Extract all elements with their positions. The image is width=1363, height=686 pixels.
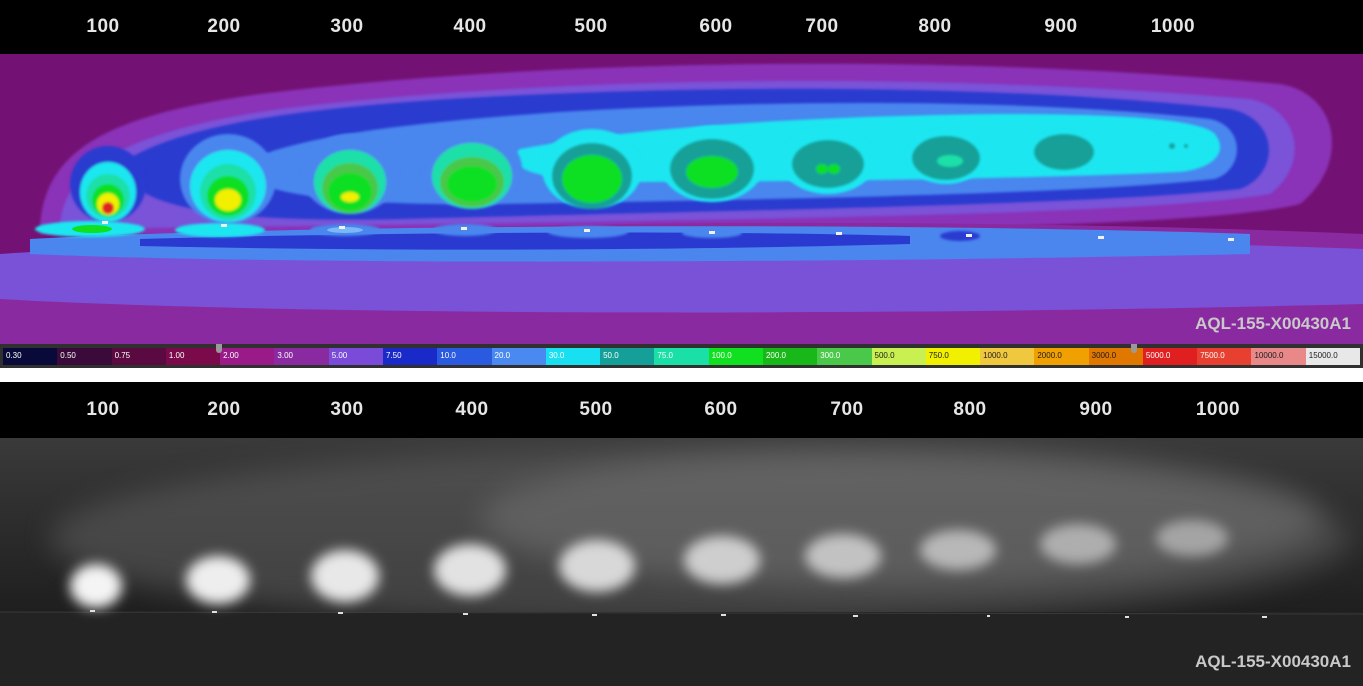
legend-swatch: 1.00 <box>165 348 221 365</box>
legend-value: 300.0 <box>820 351 841 360</box>
legend-value: 100.0 <box>711 351 732 360</box>
legend-value: 2.00 <box>223 351 239 360</box>
legend-value: 30.0 <box>548 351 565 360</box>
legend-swatch: 3.00 <box>274 348 329 365</box>
model-label: AQL-155-X00430A1 <box>1195 652 1351 671</box>
distance-label: 1000 <box>1150 16 1196 37</box>
legend-swatch: 2.00 <box>220 348 275 365</box>
distance-label: 1000 <box>1195 399 1241 420</box>
pool-300 <box>302 134 398 214</box>
distance-label: 100 <box>86 399 120 420</box>
distance-label: 200 <box>207 399 241 420</box>
legend-value: 200.0 <box>765 351 786 360</box>
legend-swatch: 20.0 <box>491 348 546 365</box>
distance-label: 600 <box>699 16 733 37</box>
illuminance-legend: 0.30 0.50 0.75 1.00 2.00 3.00 5.00 7.50 10.0 20.0… <box>0 344 1363 368</box>
legend-min-marker[interactable] <box>216 344 222 353</box>
legend-swatch: 100.0 <box>708 348 763 365</box>
legend-value: 1.00 <box>168 351 185 360</box>
distance-label: 300 <box>330 16 364 37</box>
distance-label: 700 <box>805 16 839 37</box>
distance-label: 400 <box>455 399 489 420</box>
distance-label: 700 <box>830 399 864 420</box>
legend-value: 7.50 <box>385 351 402 360</box>
legend-swatch: 5.00 <box>328 348 383 365</box>
distance-label: 900 <box>1079 399 1113 420</box>
legend-swatch: 50.0 <box>600 348 655 365</box>
distance-label: 800 <box>918 16 952 37</box>
legend-value: 10000.0 <box>1254 351 1284 360</box>
legend-value: 0.50 <box>60 351 76 360</box>
legend-value: 5000.0 <box>1145 351 1171 360</box>
legend-swatch: 0.75 <box>111 348 166 365</box>
grayscale-panel: 100 200 300 400 500 600 700 800 900 1000 <box>0 382 1363 686</box>
distance-label: 500 <box>574 16 608 37</box>
legend-value: 1000.0 <box>983 351 1008 360</box>
model-label: AQL-155-X00430A1 <box>1195 314 1351 333</box>
pool-400 <box>422 129 522 209</box>
legend-strip: 0.30 0.50 0.75 1.00 2.00 3.00 5.00 7.50 10.0 20.0… <box>3 348 1361 365</box>
distance-header-top: 100 200 300 400 500 600 700 800 900 1000 <box>0 0 1363 54</box>
legend-value: 0.75 <box>114 351 131 360</box>
pool-1000 <box>1148 130 1208 166</box>
pool-800 <box>906 128 986 184</box>
legend-swatch: 2000.0 <box>1034 348 1089 365</box>
legend-value: 20.0 <box>494 351 511 360</box>
distance-label: 100 <box>86 16 120 37</box>
legend-swatch: 0.50 <box>57 348 112 365</box>
legend-value: 15000.0 <box>1308 351 1338 360</box>
distance-label: 200 <box>207 16 241 37</box>
legend-swatch: 5000.0 <box>1142 348 1198 365</box>
legend-swatch: 1000.0 <box>980 348 1035 365</box>
distance-label: 500 <box>579 399 613 420</box>
legend-swatch: 0.30 <box>3 348 58 365</box>
pool-500 <box>542 129 642 209</box>
distance-header-bottom: 100 200 300 400 500 600 700 800 900 1000 <box>0 382 1363 438</box>
legend-value: 50.0 <box>603 351 619 360</box>
pool-700 <box>780 126 876 194</box>
legend-value: 2000.0 <box>1037 351 1062 360</box>
legend-max-marker[interactable] <box>1131 344 1137 353</box>
pool-200 <box>180 134 276 224</box>
legend-swatch: 500.0 <box>871 348 926 365</box>
legend-value: 750.0 <box>928 351 949 360</box>
legend-swatch: 750.0 <box>925 348 981 365</box>
legend-value: 10.0 <box>440 351 456 360</box>
legend-value: 3000.0 <box>1091 351 1117 360</box>
legend-swatch: 75.0 <box>654 348 709 365</box>
legend-value: 0.30 <box>6 351 22 360</box>
distance-label: 400 <box>453 16 487 37</box>
legend-swatch: 10.0 <box>437 348 492 365</box>
legend-value: 500.0 <box>874 351 895 360</box>
panel-separator <box>0 368 1363 382</box>
legend-value: 5.00 <box>331 351 348 360</box>
pool-600 <box>660 126 764 202</box>
legend-swatch: 7500.0 <box>1197 348 1252 365</box>
legend-swatch: 300.0 <box>817 348 872 365</box>
legend-swatch: 200.0 <box>762 348 818 365</box>
legend-swatch: 30.0 <box>545 348 601 365</box>
false-color-panel: 100 200 300 400 500 600 700 800 900 1000 <box>0 0 1363 368</box>
false-color-view <box>0 54 1363 344</box>
distance-label: 800 <box>953 399 987 420</box>
legend-value: 7500.0 <box>1200 351 1225 360</box>
legend-value: 75.0 <box>657 351 673 360</box>
pool-100 <box>70 146 146 222</box>
legend-swatch: 15000.0 <box>1305 348 1361 365</box>
distance-label: 300 <box>330 399 364 420</box>
distance-label: 600 <box>704 399 738 420</box>
grayscale-view <box>0 438 1363 686</box>
pool-900 <box>1030 130 1098 174</box>
distance-label: 900 <box>1044 16 1078 37</box>
legend-swatch: 3000.0 <box>1088 348 1143 365</box>
legend-value: 3.00 <box>277 351 293 360</box>
legend-swatch: 10000.0 <box>1251 348 1306 365</box>
legend-swatch: 7.50 <box>382 348 438 365</box>
